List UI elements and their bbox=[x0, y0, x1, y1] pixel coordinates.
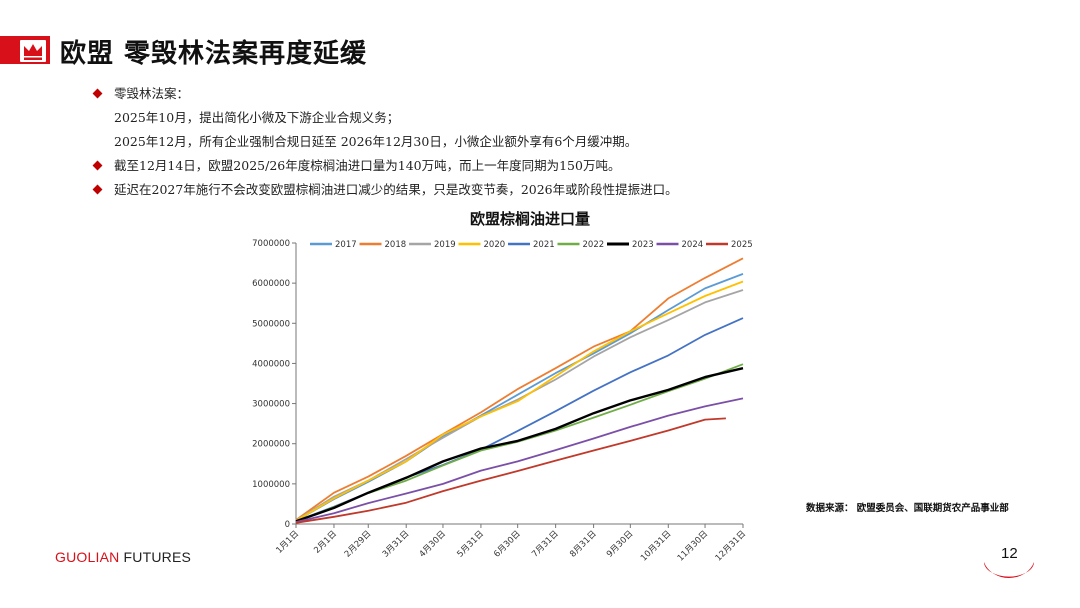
legend-label: 2019 bbox=[434, 240, 456, 250]
bullet-subitem: 2025年12月，所有企业强制合规日延至 2026年12月30日，小微企业额外享… bbox=[114, 134, 638, 149]
bullet-item: 延迟在2027年施行不会改变欧盟棕榈油进口减少的结果，只是改变节奏，2026年或… bbox=[92, 178, 1032, 202]
bullet-item: 零毁林法案： bbox=[92, 82, 1032, 106]
x-tick-label: 1月1日 bbox=[274, 529, 301, 556]
x-tick-label: 5月31日 bbox=[455, 529, 486, 560]
series-line-2025 bbox=[295, 417, 726, 524]
page-number: 12 bbox=[1001, 545, 1018, 562]
series-line-2024 bbox=[295, 397, 744, 523]
y-tick-label: 7000000 bbox=[252, 239, 290, 249]
legend-label: 2017 bbox=[335, 240, 357, 250]
legend-label: 2018 bbox=[385, 240, 407, 250]
logo-suffix: FUTURES bbox=[119, 549, 192, 565]
series-line-2019 bbox=[295, 289, 744, 522]
logo-prefix: GUOLIAN bbox=[55, 549, 120, 565]
y-tick-label: 6000000 bbox=[252, 279, 290, 289]
x-tick-label: 7月31日 bbox=[530, 529, 561, 560]
y-tick-label: 3000000 bbox=[252, 400, 290, 410]
x-tick-label: 4月30日 bbox=[418, 529, 449, 560]
x-tick-label: 11月30日 bbox=[676, 529, 710, 563]
diamond-bullet-icon bbox=[92, 88, 103, 99]
legend-label: 2024 bbox=[682, 240, 704, 250]
y-tick-label: 5000000 bbox=[252, 319, 290, 329]
legend-label: 2025 bbox=[731, 240, 753, 250]
x-tick-label: 3月31日 bbox=[381, 529, 412, 560]
x-tick-label: 12月31日 bbox=[714, 529, 748, 563]
company-logo: GUOLIAN FUTURES bbox=[55, 549, 191, 565]
x-tick-label: 2月1日 bbox=[312, 529, 339, 556]
import-volume-chart: 0 1000000 2000000 3000000 4000000 5000000 6000… bbox=[252, 239, 753, 563]
bullet-item: 截至12月14日，欧盟2025/26年度棕榈油进口量为140万吨，而上一年度同期… bbox=[92, 154, 1032, 178]
y-tick-label: 4000000 bbox=[252, 359, 290, 369]
x-tick-label: 9月30日 bbox=[605, 529, 636, 560]
y-tick-label: 0 bbox=[285, 520, 290, 530]
bullet-list: 零毁林法案： 2025年10月，提出简化小微及下游企业合规义务； 2025年12… bbox=[92, 82, 1032, 202]
diamond-bullet-icon bbox=[92, 184, 103, 195]
series-line-2023 bbox=[295, 367, 744, 523]
x-tick-label: 2月29日 bbox=[343, 529, 374, 560]
data-source: 数据来源： 欧盟委员会、国联期货农产品事业部 bbox=[806, 503, 1009, 514]
x-tick-label: 10月31日 bbox=[639, 529, 673, 563]
series-line-2020 bbox=[295, 280, 744, 522]
series-line-2017 bbox=[295, 273, 744, 522]
y-tick-label: 2000000 bbox=[252, 440, 290, 450]
series-line-2021 bbox=[295, 317, 744, 523]
crown-icon bbox=[20, 40, 46, 62]
x-tick-label: 8月31日 bbox=[568, 529, 599, 560]
diamond-bullet-icon bbox=[92, 160, 103, 171]
page-title: 欧盟 零毁林法案再度延缓 bbox=[60, 39, 368, 69]
legend-label: 2023 bbox=[632, 240, 654, 250]
y-tick-label: 1000000 bbox=[252, 480, 290, 490]
legend-label: 2021 bbox=[533, 240, 555, 250]
series-line-2018 bbox=[295, 257, 744, 521]
chart-title: 欧盟棕榈油进口量 bbox=[469, 210, 590, 228]
x-tick-label: 6月30日 bbox=[492, 529, 523, 560]
bullet-subitem: 2025年10月，提出简化小微及下游企业合规义务； bbox=[114, 110, 400, 125]
legend-label: 2020 bbox=[484, 240, 506, 250]
legend-label: 2022 bbox=[583, 240, 605, 250]
